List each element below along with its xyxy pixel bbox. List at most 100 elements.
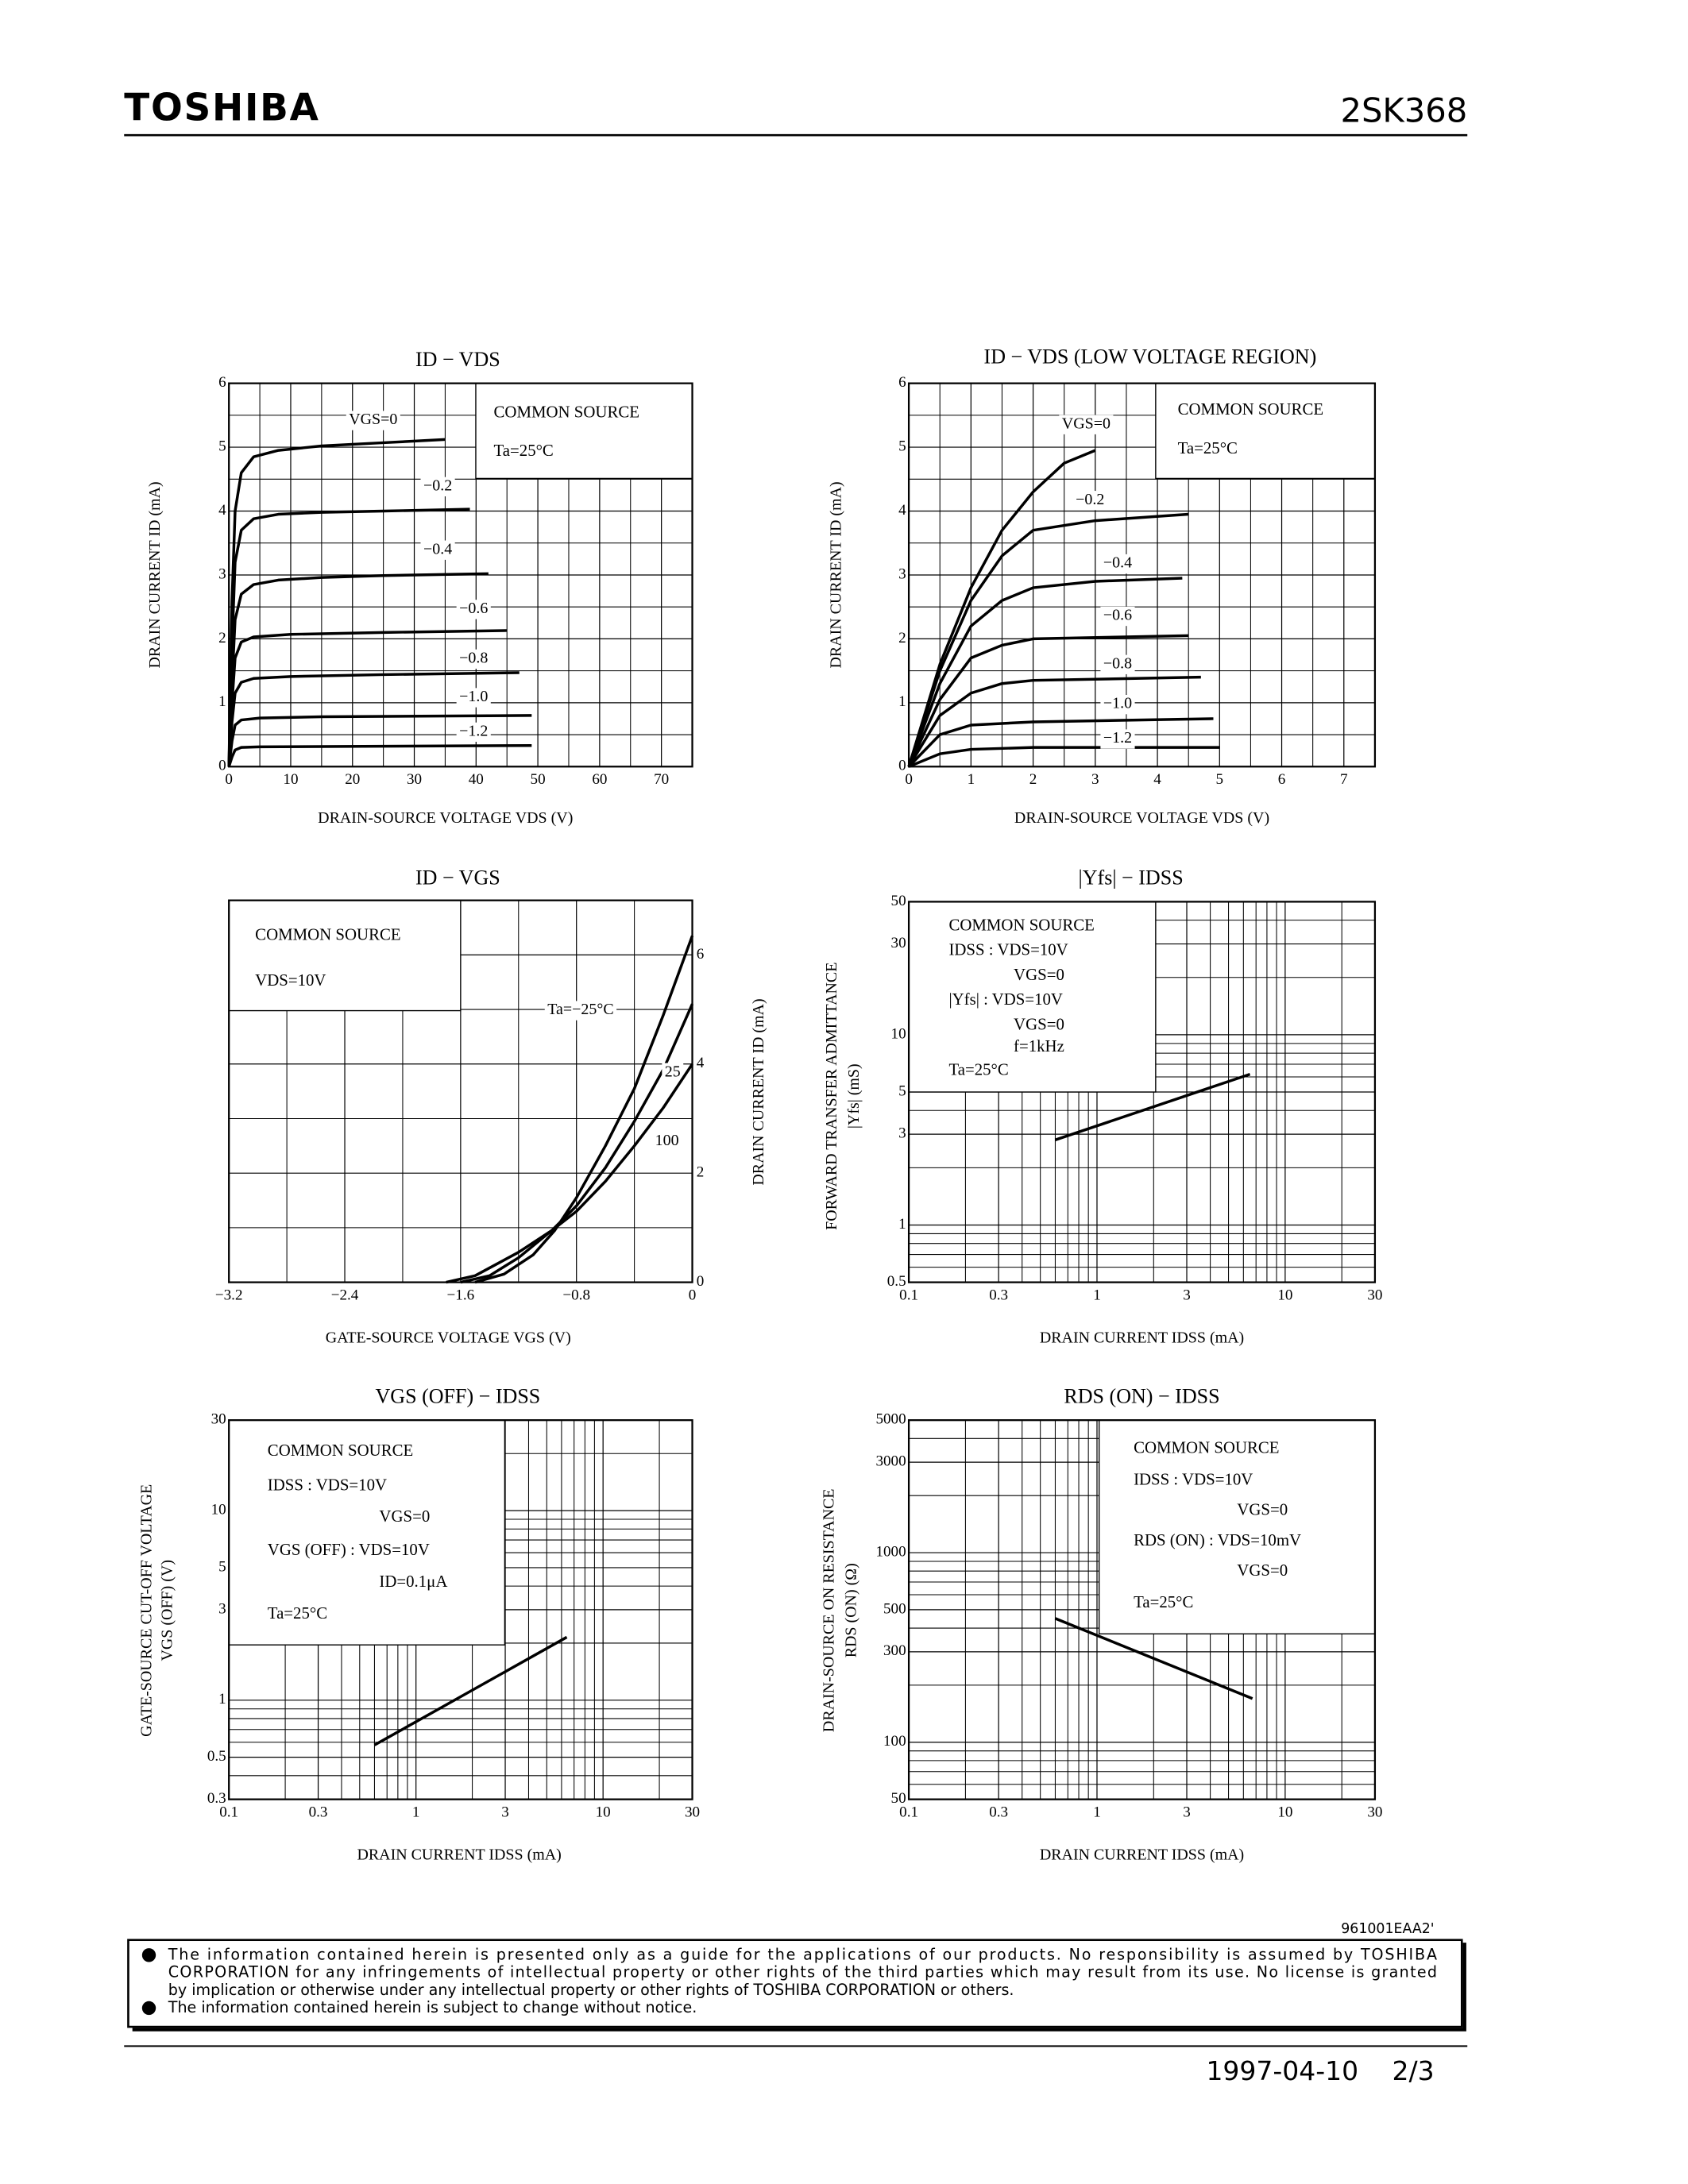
x-tick-label: 2 <box>1029 771 1037 788</box>
x-tick-label: 3 <box>1091 771 1099 788</box>
curve-label-background <box>1072 491 1107 511</box>
x-tick-label: 7 <box>1340 771 1348 788</box>
x-tick-label: 10 <box>1277 1287 1292 1303</box>
x-tick-label: −3.2 <box>215 1287 243 1303</box>
curve-label: Ta=−25°C <box>547 1001 613 1018</box>
curve-label: −0.6 <box>459 600 488 617</box>
y-tick-label: 0.3 <box>207 1790 226 1807</box>
x-tick-label: −0.8 <box>562 1287 590 1303</box>
curve-label: −0.2 <box>423 477 452 494</box>
y-tick-label: 0.5 <box>887 1273 906 1290</box>
y-axis-label: |Yfs| (mS) <box>845 1063 863 1129</box>
curve <box>1054 1617 1253 1700</box>
curve-label-background <box>1100 554 1135 574</box>
x-axis-label: DRAIN CURRENT IDSS (mA) <box>1040 1329 1244 1346</box>
annotation: VGS (OFF) : VDS=10V <box>268 1540 430 1559</box>
curve-label: −1.0 <box>1103 695 1132 712</box>
notice-box <box>127 1939 1463 2028</box>
y-tick-label: 1000 <box>875 1543 906 1560</box>
y-tick-label: 5 <box>898 1082 906 1099</box>
x-tick-label: 3 <box>501 1804 509 1820</box>
x-tick-label: 0 <box>225 771 233 788</box>
x-tick-label: 0 <box>905 771 913 788</box>
annotation: Ta=25°C <box>494 441 554 460</box>
curve-label-background <box>420 477 455 496</box>
x-tick-label: 30 <box>407 771 422 788</box>
annotation: COMMON SOURCE <box>494 403 639 422</box>
notice-line: CORPORATION for any infringements of int… <box>168 1963 1437 1981</box>
curve-label-background <box>1100 606 1135 627</box>
curve-label-background <box>1059 415 1114 434</box>
annotation-box <box>475 382 693 480</box>
y-tick-label: 4 <box>697 1055 705 1071</box>
annotation-box <box>1098 1419 1376 1634</box>
chart-title: ID − VGS <box>415 866 500 889</box>
curve-label-background <box>662 1063 684 1082</box>
y-tick-label: 5 <box>218 1558 226 1575</box>
x-tick-label: 0.3 <box>989 1287 1008 1303</box>
notice-line: by implication or otherwise under any in… <box>168 1981 1014 1999</box>
y-tick-label: 4 <box>218 502 226 519</box>
curve <box>227 714 532 767</box>
y-tick-label: 300 <box>883 1642 906 1659</box>
curve-label: 25 <box>665 1063 681 1080</box>
x-tick-label: 30 <box>1367 1287 1382 1303</box>
plot-frame <box>228 382 693 768</box>
y-tick-label: 50 <box>891 893 906 909</box>
annotation: IDSS : VDS=10V <box>1134 1469 1253 1488</box>
y-axis-label: RDS (ON) (Ω) <box>842 1563 859 1657</box>
annotation-box <box>228 899 462 1012</box>
curve <box>907 675 1201 768</box>
annotation: f=1kHz <box>1014 1036 1064 1055</box>
x-tick-label: 0.3 <box>989 1804 1008 1820</box>
chart: ID − VGS GATE-SOURCE VOLTAGE VGS (V) DRAIN… <box>215 866 767 1347</box>
y-tick-label: 30 <box>211 1411 226 1428</box>
x-tick-label: 10 <box>596 1804 611 1820</box>
x-axis-label: GATE-SOURCE VOLTAGE VGS (V) <box>326 1329 571 1346</box>
x-tick-label: 0.1 <box>899 1804 918 1820</box>
annotation: Ta=25°C <box>1178 438 1238 457</box>
curve-label-background <box>456 600 491 619</box>
x-tick-label: 40 <box>469 771 484 788</box>
y-axis-label: DRAIN CURRENT ID (mA) <box>827 481 844 668</box>
y-tick-label: 3 <box>218 1600 226 1617</box>
curve <box>907 577 1183 767</box>
y-tick-label: 10 <box>211 1501 226 1518</box>
y-tick-label: 2 <box>218 630 226 646</box>
chart-title: RDS (ON) − IDSS <box>1064 1384 1219 1407</box>
curve <box>908 746 1220 768</box>
curve <box>227 743 532 767</box>
curve-label: VGS=0 <box>349 411 397 428</box>
annotation-box <box>908 901 1157 1093</box>
y-axis-label: DRAIN CURRENT ID (mA) <box>750 998 767 1185</box>
y-tick-label: 2 <box>898 630 906 646</box>
curve-label: VGS=0 <box>1062 415 1111 432</box>
curve <box>227 507 470 767</box>
annotation: IDSS : VDS=10V <box>948 940 1068 959</box>
plot-frame <box>907 1419 1377 1800</box>
curve-label: −0.4 <box>1103 554 1132 572</box>
y-tick-label: 3000 <box>875 1453 906 1470</box>
y-tick-label: 0.5 <box>207 1748 226 1765</box>
curve <box>373 1635 568 1746</box>
y-tick-label: 3 <box>898 565 906 582</box>
y-axis-label: DRAIN-SOURCE ON RESISTANCE <box>821 1488 838 1732</box>
annotation-box <box>228 1419 506 1646</box>
x-tick-label: 30 <box>685 1804 700 1820</box>
x-tick-label: 1 <box>412 1804 420 1820</box>
y-tick-label: 10 <box>891 1025 906 1042</box>
y-tick-label: 5 <box>898 438 906 454</box>
annotation: COMMON SOURCE <box>268 1441 413 1460</box>
curve-label: −1.2 <box>1103 729 1132 747</box>
annotation: ID=0.1μA <box>379 1572 447 1591</box>
curve <box>227 438 446 767</box>
annotation: VGS=0 <box>1237 1500 1288 1519</box>
annotation: Ta=25°C <box>948 1060 1008 1079</box>
chart: RDS (ON) − IDSS DRAIN CURRENT IDSS (mA) DR… <box>821 1384 1383 1863</box>
x-tick-label: 70 <box>654 771 669 788</box>
curve-label-background <box>1100 654 1135 674</box>
curve-label-background <box>456 688 491 708</box>
y-tick-label: 6 <box>218 374 226 391</box>
